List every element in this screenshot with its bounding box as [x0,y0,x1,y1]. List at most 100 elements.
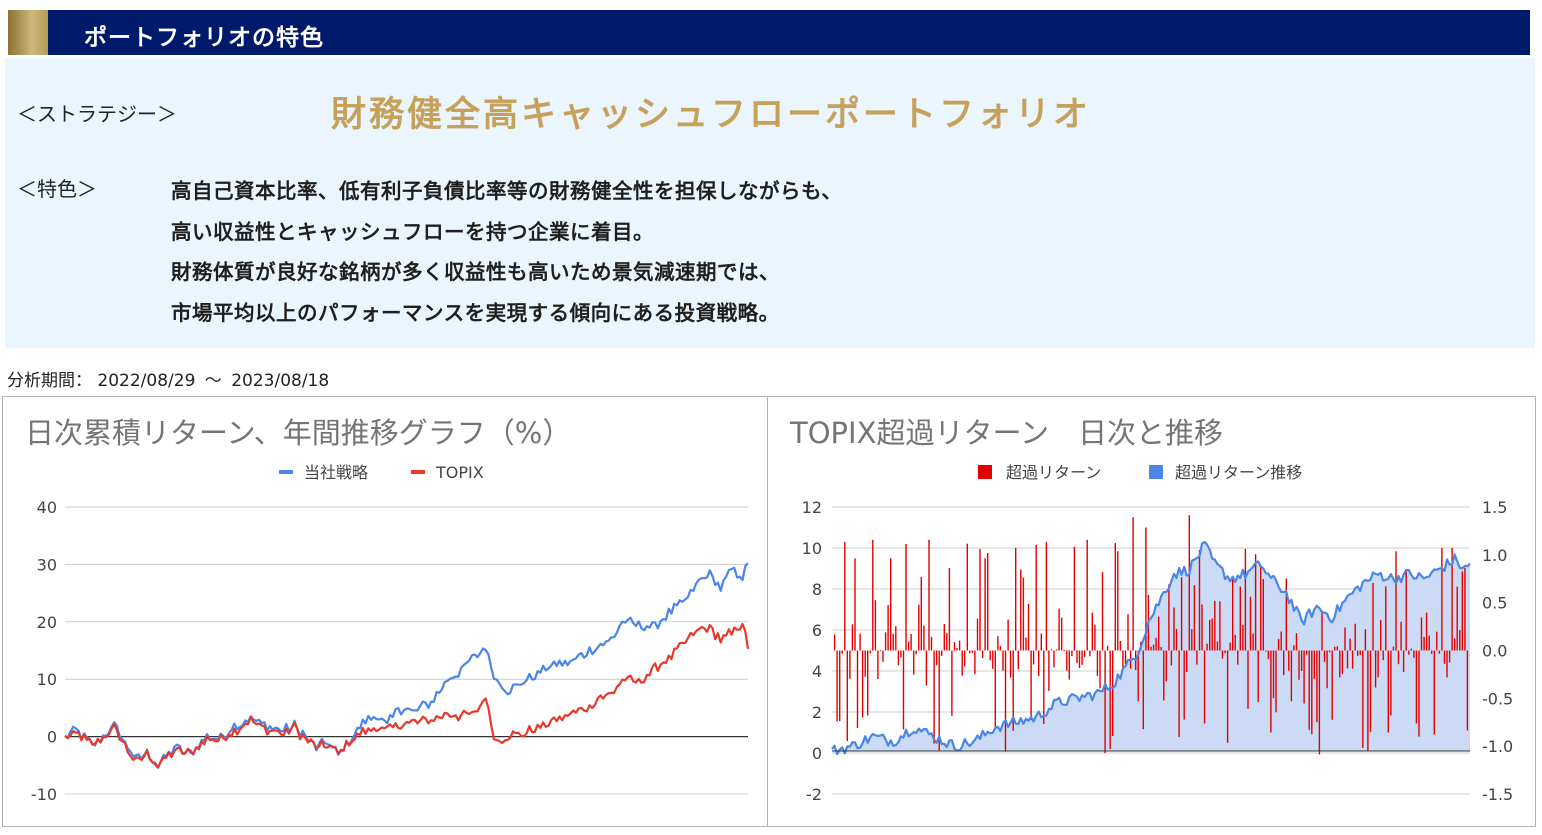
excess-return-bar [1155,637,1157,651]
y-tick-label-left: 10 [802,539,822,558]
excess-return-bar [897,650,900,666]
excess-return-bar [910,634,912,651]
excess-return-bar [1288,650,1290,671]
excess-return-bar [1272,650,1275,699]
excess-return-bar [1441,547,1443,651]
excess-return-bar [1423,636,1425,651]
period-start: 2022/08/29 [97,371,196,391]
excess-return-bar [1408,650,1410,655]
excess-return-bar [856,650,859,729]
excess-return-bar [1099,650,1101,689]
excess-return-bar [979,549,981,651]
excess-return-bar [966,543,968,651]
excess-return-bar [1428,635,1430,651]
excess-return-bar [956,648,958,651]
excess-return-chart-panel: TOPIX超過リターン 日次と推移 超過リターン 超過リターン推移 12 10 8 6 4 2 0… [767,396,1536,827]
y-tick-label: -10 [31,785,57,804]
excess-return-bar [1104,650,1106,753]
excess-return-bar [1308,650,1310,730]
y-tick-label-left: 4 [812,662,822,681]
excess-return-bar [1362,650,1364,748]
excess-return-bar [872,539,874,651]
excess-return-bar [1380,619,1382,651]
excess-return-bar [938,650,940,752]
excess-return-bar [1048,650,1050,691]
feature-line: 市場平均以上のパフォーマンスを実現する傾向にある投資戦略。 [171,300,780,325]
excess-return-bar [987,553,989,651]
excess-return-bar [1339,650,1341,678]
period-end: 2023/08/18 [231,371,330,391]
excess-return-bar [869,650,871,654]
strategy-name: 財務健全高キャッシュフローポートフォリオ [331,95,1092,135]
excess-return-bar [1191,629,1193,651]
excess-return-bar [1106,645,1109,651]
excess-return-bar [1344,627,1346,651]
excess-return-bar [1331,650,1333,720]
strategy-info-panel: ＜ストラテジー＞ 財務健全高キャッシュフローポートフォリオ ＜特色＞ 高自己資本… [5,58,1535,348]
header-gold-accent [8,10,48,55]
excess-return-bar [928,539,930,651]
excess-return-bar [1237,650,1239,665]
excess-return-bar [1433,650,1435,735]
excess-return-bar [1303,650,1305,704]
excess-return-bar [913,650,915,675]
excess-return-bar [1402,650,1405,672]
series-line-topix [64,622,750,769]
excess-return-bar [1040,633,1042,651]
excess-return-bar [1020,569,1022,651]
excess-return-bar [1354,623,1356,651]
excess-return-bar [1385,586,1387,651]
legend-label-excess-return: 超過リターン [1006,463,1101,482]
excess-return-bar [877,650,879,679]
excess-return-bar [1267,650,1270,660]
excess-return-bar [1229,642,1231,651]
excess-return-bar [1392,646,1395,651]
excess-return-bar [1201,604,1203,651]
excess-return-bar [1193,585,1196,651]
y-tick-label-left: 12 [802,498,822,517]
y-tick-label-right: 1.5 [1482,498,1507,517]
legend-label-excess-trend: 超過リターン推移 [1175,463,1302,482]
excess-return-bar [1173,607,1175,651]
y-tick-label-right: 1.0 [1482,546,1507,565]
excess-return-bar [1387,650,1389,733]
excess-return-bar [907,641,910,651]
y-tick-label-right: -0.5 [1482,689,1513,708]
excess-return-bar [905,543,907,651]
excess-return-bar [1446,650,1448,678]
excess-return-bar [902,650,905,730]
excess-return-bar [1017,650,1019,670]
excess-return-bar [1270,650,1272,733]
excess-return-bar [1045,541,1048,651]
excess-return-bar [1071,650,1073,657]
excess-return-bar [1431,650,1433,654]
excess-return-bar [1211,618,1213,651]
excess-return-bar [1372,583,1374,651]
excess-return-bar [1285,578,1287,651]
excess-return-bar [1158,616,1160,651]
excess-return-bar [992,650,994,669]
excess-return-bar [925,650,928,686]
y-tick-label-left: 0 [812,744,822,763]
excess-return-bar [1196,650,1198,665]
excess-return-bar [1298,650,1300,680]
excess-return-bar [920,576,922,651]
excess-return-bar [1382,650,1384,661]
excess-return-bar [1209,619,1211,651]
excess-return-bar [1137,650,1139,702]
excess-return-bar [851,624,854,651]
excess-return-bar [1290,650,1293,702]
y-tick-label-right: 0.0 [1482,642,1507,661]
excess-return-bar [935,650,938,666]
excess-return-bar [1170,650,1173,666]
excess-return-bar [1073,546,1076,651]
excess-return-bar [1122,650,1124,668]
excess-return-bar [951,650,953,716]
excess-return-bar [839,650,841,721]
excess-return-bar [1124,650,1127,665]
excess-return-bar [895,626,897,651]
excess-return-bar [1239,586,1241,651]
excess-return-bar [1351,650,1354,669]
excess-return-bar [1311,650,1313,735]
excess-return-bar [918,604,920,651]
